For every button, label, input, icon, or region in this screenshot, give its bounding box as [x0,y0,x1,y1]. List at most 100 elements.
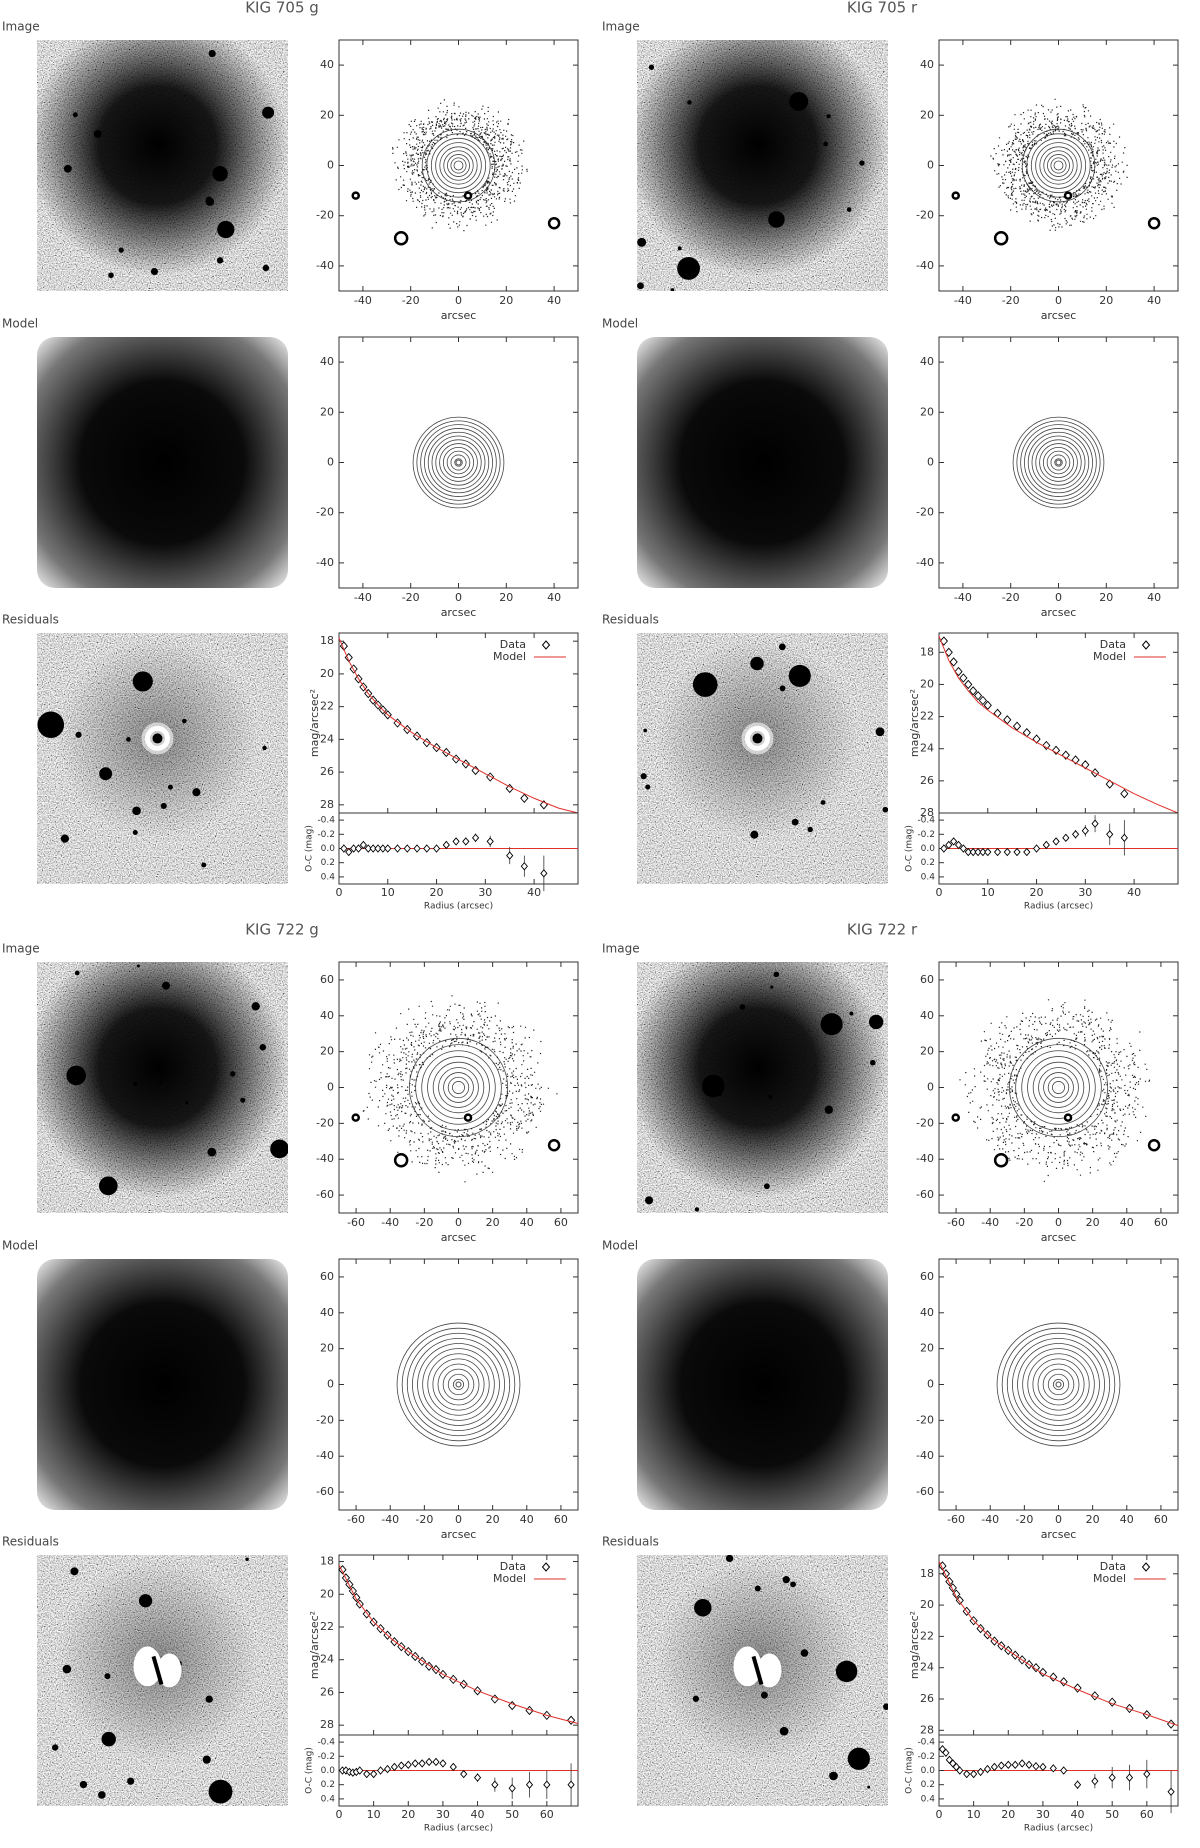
residual-point [432,1757,440,1767]
star [739,1004,746,1010]
data-point [390,1637,399,1647]
residual-point [411,1759,419,1768]
contour [1012,416,1105,509]
legend-label: Data [500,638,526,651]
contour [450,454,467,471]
x-tick-label: 40 [547,294,561,307]
contour [1038,1067,1079,1108]
residual-point [508,1784,516,1793]
star-contour [393,1153,409,1168]
star [230,1071,236,1077]
legend-label: Model [1093,1572,1126,1585]
x-tick-label: 40 [527,886,541,899]
y-tick-label: -20 [916,209,934,222]
x-tick-label: 20 [486,1513,500,1526]
y-tick-label: 26 [920,1692,934,1705]
x-tick-label: 0 [936,886,943,899]
star [677,246,682,251]
data-point [397,1641,406,1652]
contour [1042,1368,1075,1401]
star [779,685,786,692]
y-tick-label: 0.2 [921,858,935,868]
residual-point [403,844,411,853]
x-tick-label: 30 [478,886,492,899]
star [93,129,102,138]
x-tick-label: 20 [499,591,513,604]
data-point [1142,1709,1151,1720]
star [763,1183,770,1190]
data-point [1090,1691,1099,1701]
star [824,1105,834,1114]
y-tick-label: -60 [916,1188,934,1201]
star [643,728,648,733]
star-contour [951,191,960,200]
x-tick-label: 30 [436,1808,450,1821]
star [788,664,811,687]
residual-point [425,1757,433,1767]
model-image [637,1259,888,1510]
residual-point [350,844,358,853]
residual-point [1108,1773,1116,1782]
y-tick-label: -40 [916,556,934,569]
galaxy [637,962,888,1198]
residual-point [984,847,992,857]
y-tick-label: 20 [920,1598,934,1611]
model-line [938,1561,1179,1727]
star [205,1695,213,1703]
y-tick-label: 0 [327,1378,334,1391]
star [51,1744,59,1751]
residual-point [976,1767,985,1777]
plot-frame [938,1554,1179,1736]
panel-group: KIG 722 g Image Model Residuals -60 -40 -20 0 20… [2,921,579,1834]
y-tick-label: 0.4 [921,1794,936,1804]
contour [424,428,493,497]
row-label: Image [602,20,640,34]
plot-frame [338,1554,579,1736]
image-panel [637,337,888,588]
center-dot [455,162,462,169]
contour [427,1353,490,1416]
data-point [355,1599,364,1609]
y-tick-label: -0.2 [917,830,935,840]
data-point [418,1656,427,1667]
star [637,282,644,290]
galaxy [37,962,288,1198]
data-point [983,700,992,711]
star [99,767,113,781]
star [160,802,167,809]
plot-frame [938,632,1179,814]
y-tick-label: 26 [920,774,934,787]
x-axis-label: arcsec [1041,1528,1077,1541]
y-tick-label: 24 [320,732,334,745]
y-tick-label: 0.4 [321,872,336,882]
star [63,164,72,173]
contour [447,1076,470,1099]
x-tick-label: -20 [415,1513,433,1526]
residual-point [370,1769,378,1779]
star [778,643,786,651]
star [66,1065,86,1086]
data-point [359,682,368,692]
residual-point [1003,847,1011,857]
contour [427,1056,490,1119]
data-point [941,1569,951,1579]
y-tick-label: -0.4 [317,816,335,826]
x-tick-label: 40 [520,1216,534,1229]
residual-point [543,1780,551,1789]
x-tick-label: 40 [1120,1513,1134,1526]
x-tick-label: 20 [486,1216,500,1229]
contour [442,1368,475,1401]
contour [452,1081,465,1094]
contour [1031,435,1086,490]
contour [420,424,497,501]
y-tick-label: 18 [920,645,934,658]
star [687,100,692,105]
contour-noise [990,98,1128,231]
x-tick-label: 10 [381,886,395,899]
contour [1043,150,1074,181]
data-point [566,1715,576,1725]
y-tick-label: 18 [320,634,334,647]
y-tick-label: 20 [320,405,334,418]
y-tick-label: 0.0 [321,1766,336,1776]
